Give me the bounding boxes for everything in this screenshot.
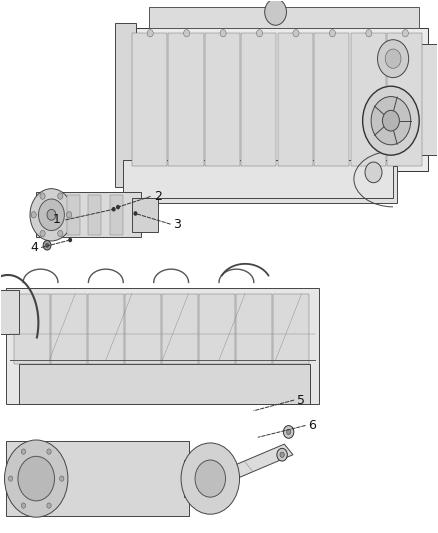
Circle shape (117, 206, 119, 209)
Circle shape (195, 460, 226, 497)
Bar (67, 195, 80, 235)
Circle shape (286, 429, 291, 434)
Circle shape (69, 238, 71, 241)
Bar (132, 198, 158, 232)
Bar (237, 294, 272, 364)
Circle shape (60, 476, 64, 481)
Bar (115, 22, 136, 187)
Bar (88, 195, 102, 235)
Bar (184, 460, 219, 497)
Circle shape (31, 212, 36, 218)
Circle shape (147, 29, 153, 37)
Circle shape (47, 209, 56, 220)
Bar (0, 290, 19, 334)
Bar (241, 33, 276, 166)
Circle shape (378, 39, 409, 78)
Circle shape (40, 230, 45, 237)
Text: 6: 6 (308, 419, 316, 432)
Bar (19, 364, 311, 405)
Bar (162, 294, 198, 364)
Circle shape (8, 476, 13, 481)
Circle shape (382, 110, 399, 131)
Circle shape (30, 189, 73, 241)
Bar (149, 7, 419, 28)
Bar (51, 294, 87, 364)
Circle shape (113, 208, 115, 211)
Circle shape (58, 193, 63, 199)
Circle shape (385, 49, 401, 68)
Circle shape (67, 212, 72, 218)
Circle shape (363, 86, 419, 155)
Bar (123, 160, 393, 198)
Bar (36, 192, 141, 237)
Circle shape (365, 162, 382, 183)
Bar (387, 33, 422, 166)
Bar (123, 166, 397, 203)
Circle shape (280, 452, 284, 457)
Circle shape (402, 29, 408, 37)
Bar (6, 441, 188, 516)
Bar (123, 28, 428, 171)
Circle shape (277, 448, 287, 461)
Circle shape (39, 199, 64, 231)
Bar (168, 33, 204, 166)
Circle shape (181, 443, 240, 514)
Bar (199, 294, 235, 364)
Bar (14, 294, 49, 364)
Bar (125, 294, 161, 364)
Bar (88, 294, 124, 364)
Circle shape (257, 29, 262, 37)
Circle shape (265, 0, 286, 25)
Circle shape (220, 29, 226, 37)
Circle shape (47, 449, 51, 454)
Circle shape (18, 456, 54, 501)
Bar (132, 33, 167, 166)
Text: 3: 3 (173, 217, 181, 231)
Text: 1: 1 (52, 213, 60, 227)
Circle shape (366, 29, 372, 37)
Text: 4: 4 (31, 241, 39, 254)
Circle shape (47, 503, 51, 508)
Bar (205, 33, 240, 166)
Circle shape (40, 193, 45, 199)
Polygon shape (184, 444, 293, 497)
Circle shape (184, 29, 190, 37)
Circle shape (329, 29, 336, 37)
Text: 5: 5 (297, 393, 305, 407)
Circle shape (4, 440, 68, 517)
Bar (351, 33, 386, 166)
Circle shape (46, 243, 49, 247)
Bar (6, 288, 319, 405)
Circle shape (21, 449, 25, 454)
Circle shape (293, 29, 299, 37)
Circle shape (371, 96, 411, 145)
Circle shape (283, 425, 294, 438)
Circle shape (43, 240, 51, 250)
Text: 2: 2 (154, 190, 162, 203)
Circle shape (134, 212, 137, 215)
Bar (273, 294, 309, 364)
Circle shape (21, 503, 25, 508)
Bar (278, 33, 313, 166)
Bar (419, 44, 437, 155)
Bar (110, 195, 123, 235)
Circle shape (58, 230, 63, 237)
Bar (314, 33, 350, 166)
